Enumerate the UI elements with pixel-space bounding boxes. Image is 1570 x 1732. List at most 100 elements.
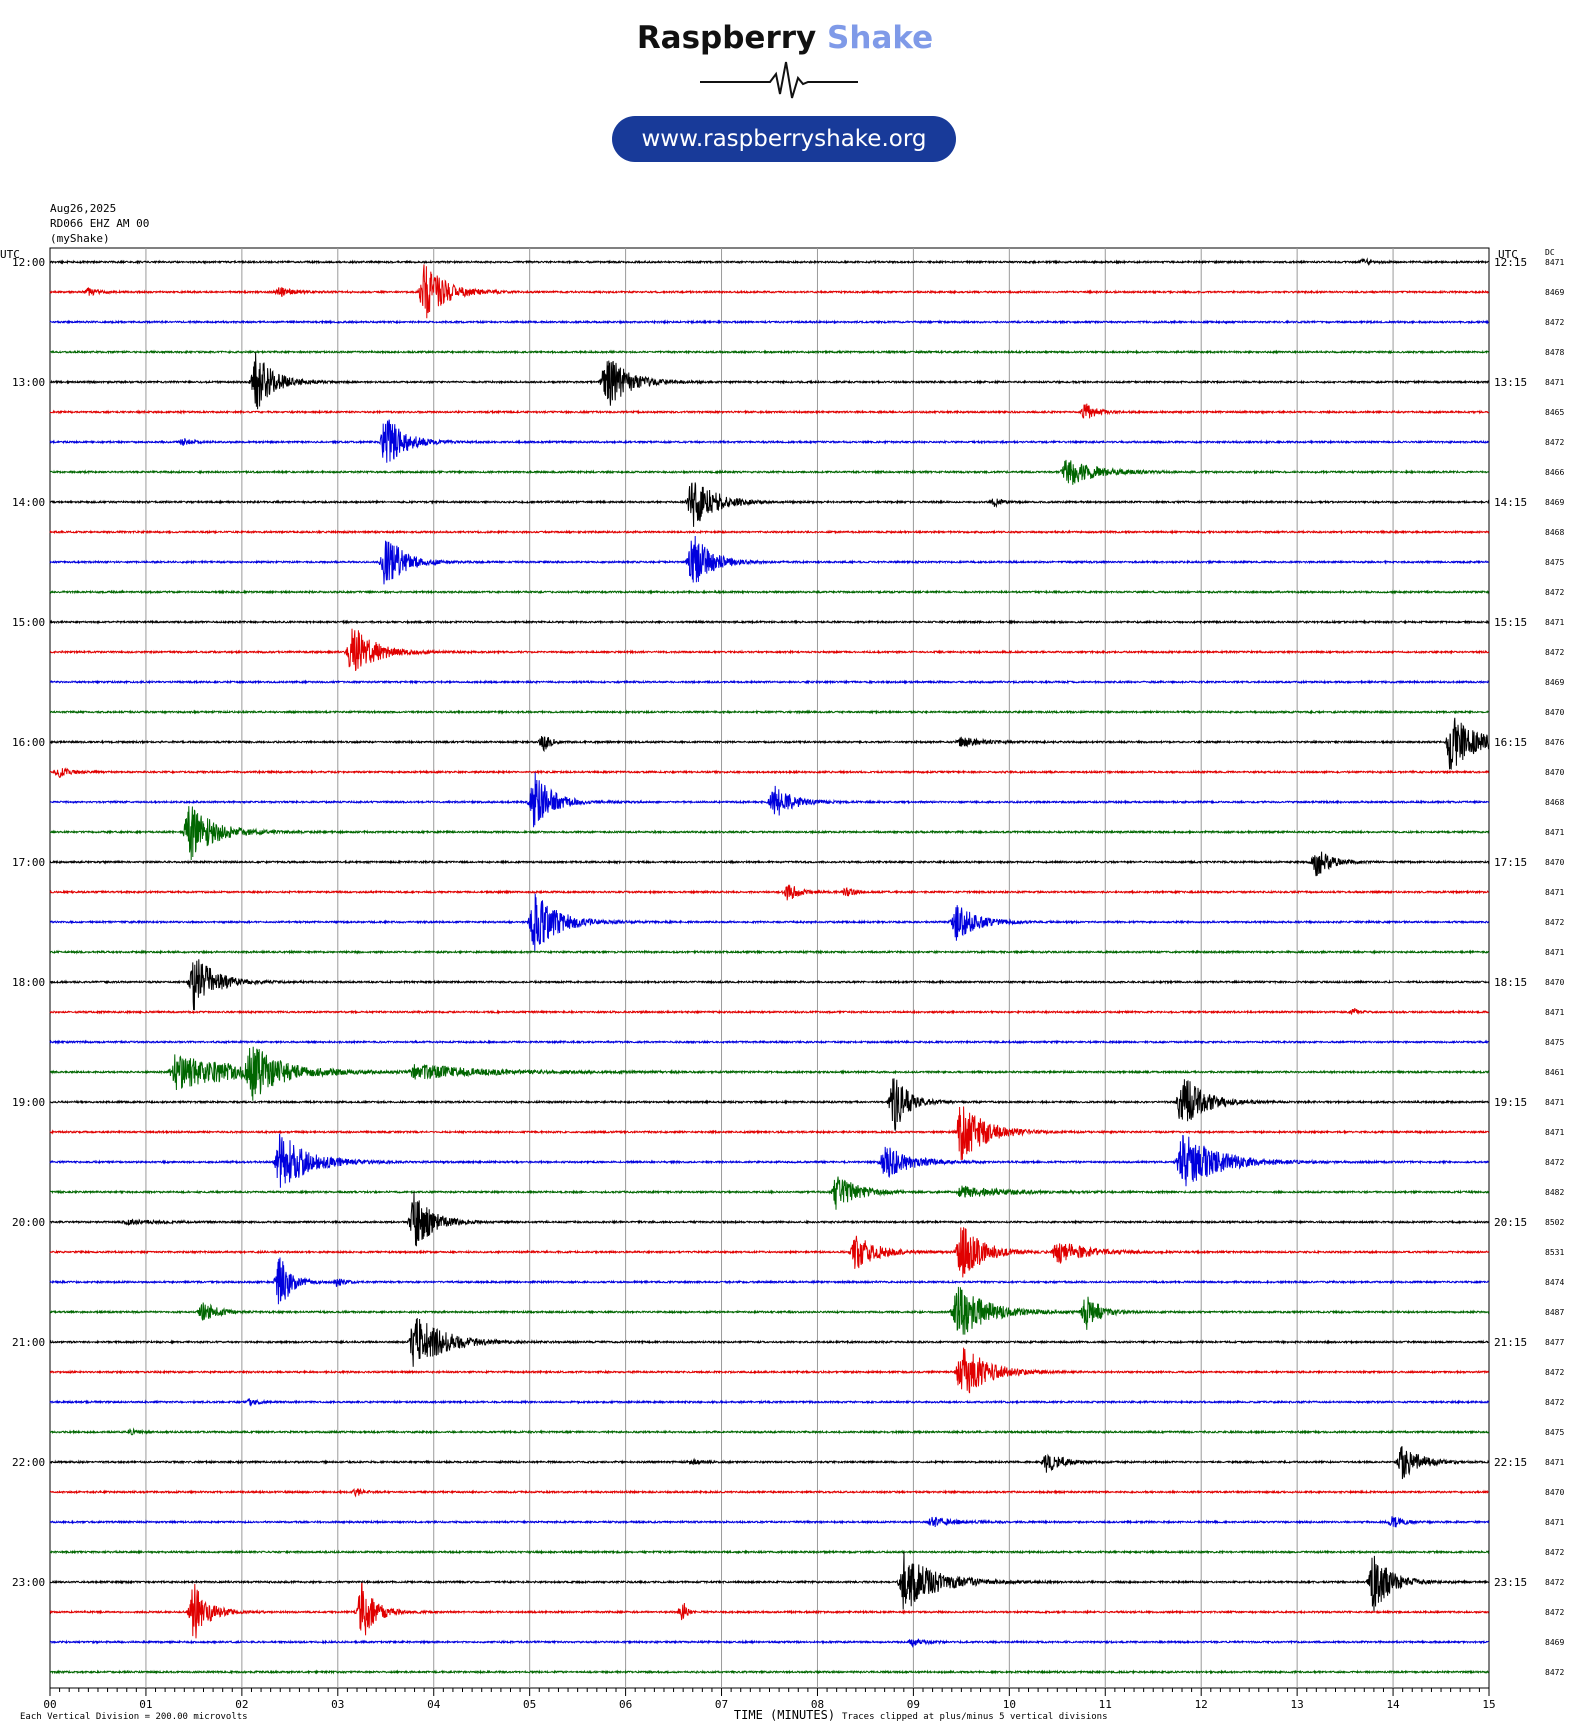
trace-row-45 [49, 1582, 1490, 1639]
trace-row-6 [49, 419, 1489, 463]
trace-row-10 [49, 535, 1490, 585]
trace-row-27 [50, 1046, 1490, 1101]
trace-row-2 [49, 319, 1490, 325]
dc-value: 8474 [1545, 1278, 1564, 1287]
scale-note: Each Vertical Division = 200.00 microvol… [20, 1712, 248, 1722]
dc-value: 8469 [1545, 288, 1564, 297]
left-hour-label: 15:00 [12, 616, 45, 629]
x-tick-label: 08 [811, 1698, 824, 1711]
dc-value: 8472 [1545, 1548, 1564, 1557]
brand-header: Raspberry Shake www.raspberryshake.org [0, 0, 1570, 170]
dc-value: 8531 [1545, 1248, 1564, 1257]
x-tick-label: 15 [1482, 1698, 1495, 1711]
dc-value: 8471 [1545, 1128, 1564, 1137]
left-hour-label: 12:00 [12, 256, 45, 269]
dc-value: 8487 [1545, 1308, 1564, 1317]
dc-value: 8470 [1545, 978, 1564, 987]
right-hour-label: 15:15 [1494, 616, 1527, 629]
trace-row-24 [49, 959, 1490, 1011]
left-hour-label: 23:00 [12, 1576, 45, 1589]
record-date: Aug26,2025 [50, 202, 117, 215]
dc-value: 8472 [1545, 1578, 1564, 1587]
dc-value: 8470 [1545, 1488, 1564, 1497]
trace-row-26 [49, 1039, 1489, 1045]
dc-value: 8471 [1545, 828, 1564, 837]
trace-row-30 [49, 1133, 1490, 1188]
trace-row-12 [49, 619, 1490, 625]
right-hour-label: 19:15 [1494, 1096, 1527, 1109]
dc-value: 8475 [1545, 558, 1564, 567]
trace-row-25 [49, 1008, 1490, 1016]
trace-row-9 [49, 529, 1490, 535]
dc-value: 8482 [1545, 1188, 1564, 1197]
trace-row-5 [49, 403, 1490, 419]
dc-value: 8472 [1545, 1668, 1564, 1677]
trace-row-16 [49, 717, 1490, 770]
dc-value: 8472 [1545, 918, 1564, 927]
right-hour-label: 21:15 [1494, 1336, 1527, 1349]
right-hour-label: 16:15 [1494, 736, 1527, 749]
dc-value: 8472 [1545, 588, 1564, 597]
right-hour-label: 14:15 [1494, 496, 1527, 509]
right-axis-label: UTC [1498, 248, 1518, 261]
dc-value: 8471 [1545, 1098, 1564, 1107]
x-tick-label: 07 [715, 1698, 728, 1711]
x-tick-label: 12 [1195, 1698, 1208, 1711]
left-hour-label: 17:00 [12, 856, 45, 869]
left-hour-label: 13:00 [12, 376, 45, 389]
dc-value: 8469 [1545, 1638, 1564, 1647]
trace-row-32 [49, 1191, 1490, 1247]
dc-value: 8471 [1545, 1518, 1564, 1527]
dc-value: 8502 [1545, 1218, 1564, 1227]
x-tick-label: 06 [619, 1698, 632, 1711]
clip-note: Traces clipped at plus/minus 5 vertical … [842, 1712, 1108, 1722]
trace-row-15 [49, 709, 1490, 715]
x-tick-label: 00 [43, 1698, 56, 1711]
dc-value: 8476 [1545, 738, 1564, 747]
trace-row-38 [49, 1397, 1490, 1407]
dc-value: 8470 [1545, 768, 1564, 777]
trace-row-18 [49, 772, 1490, 828]
dc-value: 8475 [1545, 1428, 1564, 1437]
dc-value: 8471 [1545, 948, 1564, 957]
dc-value: 8475 [1545, 1038, 1564, 1047]
trace-row-31 [49, 1176, 1490, 1210]
dc-value: 8470 [1545, 708, 1564, 717]
brand-name-accent: Shake [827, 20, 934, 56]
dc-label: DC [1545, 248, 1555, 257]
x-tick-label: 14 [1386, 1698, 1400, 1711]
x-tick-label: 03 [331, 1698, 344, 1711]
website-link[interactable]: www.raspberryshake.org [612, 116, 956, 162]
right-hour-label: 12:15 [1494, 256, 1527, 269]
dc-value: 8471 [1545, 378, 1564, 387]
dc-value: 8472 [1545, 1158, 1564, 1167]
trace-row-35 [49, 1286, 1490, 1335]
dc-value: 8471 [1545, 1008, 1564, 1017]
dc-value: 8469 [1545, 498, 1564, 507]
x-tick-label: 05 [523, 1698, 536, 1711]
trace-row-28 [49, 1078, 1490, 1132]
brand-title: Raspberry Shake [0, 20, 1570, 56]
trace-row-21 [49, 884, 1489, 901]
trace-row-40 [49, 1446, 1490, 1480]
dc-value: 8461 [1545, 1068, 1564, 1077]
trace-row-4 [49, 352, 1490, 410]
dc-value: 8477 [1545, 1338, 1564, 1347]
dc-value: 8468 [1545, 528, 1564, 537]
dc-value: 8472 [1545, 1608, 1564, 1617]
left-hour-label: 19:00 [12, 1096, 45, 1109]
left-hour-label: 22:00 [12, 1456, 45, 1469]
x-tick-label: 01 [139, 1698, 152, 1711]
dc-value: 8469 [1545, 678, 1564, 687]
trace-row-19 [49, 806, 1490, 861]
x-tick-label: 13 [1291, 1698, 1304, 1711]
seismo-logo-icon [700, 61, 858, 99]
trace-row-13 [50, 628, 1490, 672]
trace-row-7 [49, 459, 1490, 485]
dc-value: 8468 [1545, 798, 1564, 807]
plot-frame [49, 247, 1490, 1689]
trace-row-23 [49, 949, 1490, 955]
x-tick-label: 04 [427, 1698, 441, 1711]
trace-row-3 [49, 349, 1490, 355]
dc-value: 8472 [1545, 1368, 1564, 1377]
